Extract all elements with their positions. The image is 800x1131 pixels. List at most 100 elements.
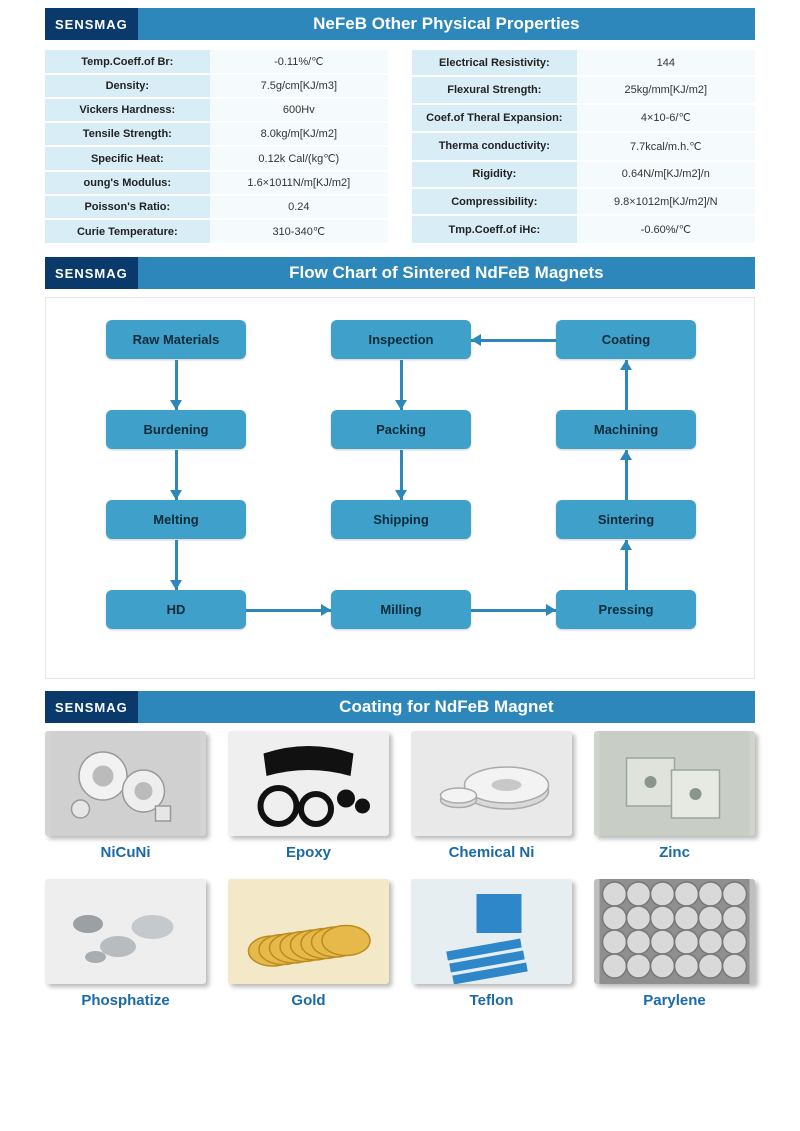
flowchart-canvas: Raw Materials Burdening Melting HD Inspectio…: [45, 297, 755, 679]
table-row: Tmp.Coeff.of iHc:-0.60%/℃: [412, 216, 755, 243]
coating-card: Gold: [228, 879, 389, 1009]
coating-thumb: [411, 731, 572, 836]
coating-label: Teflon: [411, 992, 572, 1009]
property-value: 600Hv: [210, 99, 388, 121]
flow-node-raw: Raw Materials: [106, 320, 246, 359]
flow-arrow: [471, 334, 481, 346]
coating-label: Parylene: [594, 992, 755, 1009]
coating-thumb: [594, 879, 755, 984]
property-value: 9.8×1012m[KJ/m2]/N: [577, 189, 755, 214]
coating-label: Gold: [228, 992, 389, 1009]
property-label: Tmp.Coeff.of iHc:: [412, 216, 577, 243]
property-value: 0.12k Cal/(kg℃): [210, 147, 388, 170]
properties-tables: Temp.Coeff.of Br:-0.11%/℃Density:7.5g/cm…: [45, 48, 755, 245]
property-label: Rigidity:: [412, 162, 577, 187]
flow-node-pressing: Pressing: [556, 590, 696, 629]
flow-node-burdening: Burdening: [106, 410, 246, 449]
flow-node-hd: HD: [106, 590, 246, 629]
properties-title: NeFeB Other Physical Properties: [138, 8, 755, 40]
property-label: Tensile Strength:: [45, 123, 210, 145]
property-value: 1.6×1011N/m[KJ/m2]: [210, 172, 388, 194]
table-row: Flexural Strength:25kg/mm[KJ/m2]: [412, 77, 755, 102]
flow-arrow: [170, 400, 182, 410]
flow-node-packing: Packing: [331, 410, 471, 449]
coating-card: Teflon: [411, 879, 572, 1009]
section-header-flowchart: SENSMAG Flow Chart of Sintered NdFeB Mag…: [45, 257, 755, 289]
flow-node-machining: Machining: [556, 410, 696, 449]
property-value: 0.64N/m[KJ/m2]/n: [577, 162, 755, 187]
property-label: Vickers Hardness:: [45, 99, 210, 121]
flow-arrow: [620, 540, 632, 550]
flow-node-milling: Milling: [331, 590, 471, 629]
table-row: Electrical Resistivity:144: [412, 50, 755, 75]
flow-arrow: [395, 490, 407, 500]
coating-thumb: [411, 879, 572, 984]
coating-title: Coating for NdFeB Magnet: [138, 691, 755, 723]
table-row: Specific Heat:0.12k Cal/(kg℃): [45, 147, 388, 170]
flowchart-title: Flow Chart of Sintered NdFeB Magnets: [138, 257, 755, 289]
table-row: Rigidity:0.64N/m[KJ/m2]/n: [412, 162, 755, 187]
properties-table-right: Electrical Resistivity:144Flexural Stren…: [412, 48, 755, 245]
coating-label: Zinc: [594, 844, 755, 861]
coating-label: Epoxy: [228, 844, 389, 861]
property-label: Temp.Coeff.of Br:: [45, 50, 210, 73]
table-row: oung's Modulus:1.6×1011N/m[KJ/m2]: [45, 172, 388, 194]
coating-card: Chemical Ni: [411, 731, 572, 861]
table-row: Compressibility:9.8×1012m[KJ/m2]/N: [412, 189, 755, 214]
brand-logo: SENSMAG: [45, 257, 138, 289]
coating-thumb: [228, 879, 389, 984]
flow-node-inspection: Inspection: [331, 320, 471, 359]
table-row: Tensile Strength:8.0kg/m[KJ/m2]: [45, 123, 388, 145]
property-label: oung's Modulus:: [45, 172, 210, 194]
table-row: Vickers Hardness:600Hv: [45, 99, 388, 121]
brand-logo: SENSMAG: [45, 8, 138, 40]
coating-thumb: [228, 731, 389, 836]
table-row: Coef.of Theral Expansion:4×10-6/℃: [412, 105, 755, 132]
coating-label: Phosphatize: [45, 992, 206, 1009]
property-label: Density:: [45, 75, 210, 97]
flow-node-sintering: Sintering: [556, 500, 696, 539]
property-value: 7.7kcal/m.h.℃: [577, 133, 755, 160]
brand-logo: SENSMAG: [45, 691, 138, 723]
property-value: 144: [577, 50, 755, 75]
table-row: Temp.Coeff.of Br:-0.11%/℃: [45, 50, 388, 73]
flow-arrow: [620, 360, 632, 370]
flow-node-melting: Melting: [106, 500, 246, 539]
table-row: Poisson's Ratio:0.24: [45, 196, 388, 218]
flow-node-coating: Coating: [556, 320, 696, 359]
property-label: Therma conductivity:: [412, 133, 577, 160]
property-value: 310-340℃: [210, 220, 388, 243]
property-value: 7.5g/cm[KJ/m3]: [210, 75, 388, 97]
property-value: 8.0kg/m[KJ/m2]: [210, 123, 388, 145]
property-label: Compressibility:: [412, 189, 577, 214]
coating-thumb: [594, 731, 755, 836]
property-value: -0.60%/℃: [577, 216, 755, 243]
property-label: Flexural Strength:: [412, 77, 577, 102]
coating-thumb: [45, 879, 206, 984]
section-header-coating: SENSMAG Coating for NdFeB Magnet: [45, 691, 755, 723]
property-label: Curie Temperature:: [45, 220, 210, 243]
flow-arrow: [395, 400, 407, 410]
table-row: Curie Temperature:310-340℃: [45, 220, 388, 243]
property-value: 25kg/mm[KJ/m2]: [577, 77, 755, 102]
property-value: 0.24: [210, 196, 388, 218]
flow-arrow: [170, 490, 182, 500]
property-label: Electrical Resistivity:: [412, 50, 577, 75]
flow-node-shipping: Shipping: [331, 500, 471, 539]
coating-card: NiCuNi: [45, 731, 206, 861]
property-label: Poisson's Ratio:: [45, 196, 210, 218]
flow-arrow: [620, 450, 632, 460]
coating-card: Phosphatize: [45, 879, 206, 1009]
flow-arrow: [170, 580, 182, 590]
coating-thumb: [45, 731, 206, 836]
section-header-properties: SENSMAG NeFeB Other Physical Properties: [45, 8, 755, 40]
coating-card: Epoxy: [228, 731, 389, 861]
coating-card: Zinc: [594, 731, 755, 861]
property-label: Coef.of Theral Expansion:: [412, 105, 577, 132]
table-row: Therma conductivity:7.7kcal/m.h.℃: [412, 133, 755, 160]
coating-label: NiCuNi: [45, 844, 206, 861]
coating-grid: NiCuNi Epoxy Chemical Ni Zinc Phosphatize Gol…: [45, 731, 755, 1009]
property-value: -0.11%/℃: [210, 50, 388, 73]
coating-label: Chemical Ni: [411, 844, 572, 861]
flow-arrow: [546, 604, 556, 616]
